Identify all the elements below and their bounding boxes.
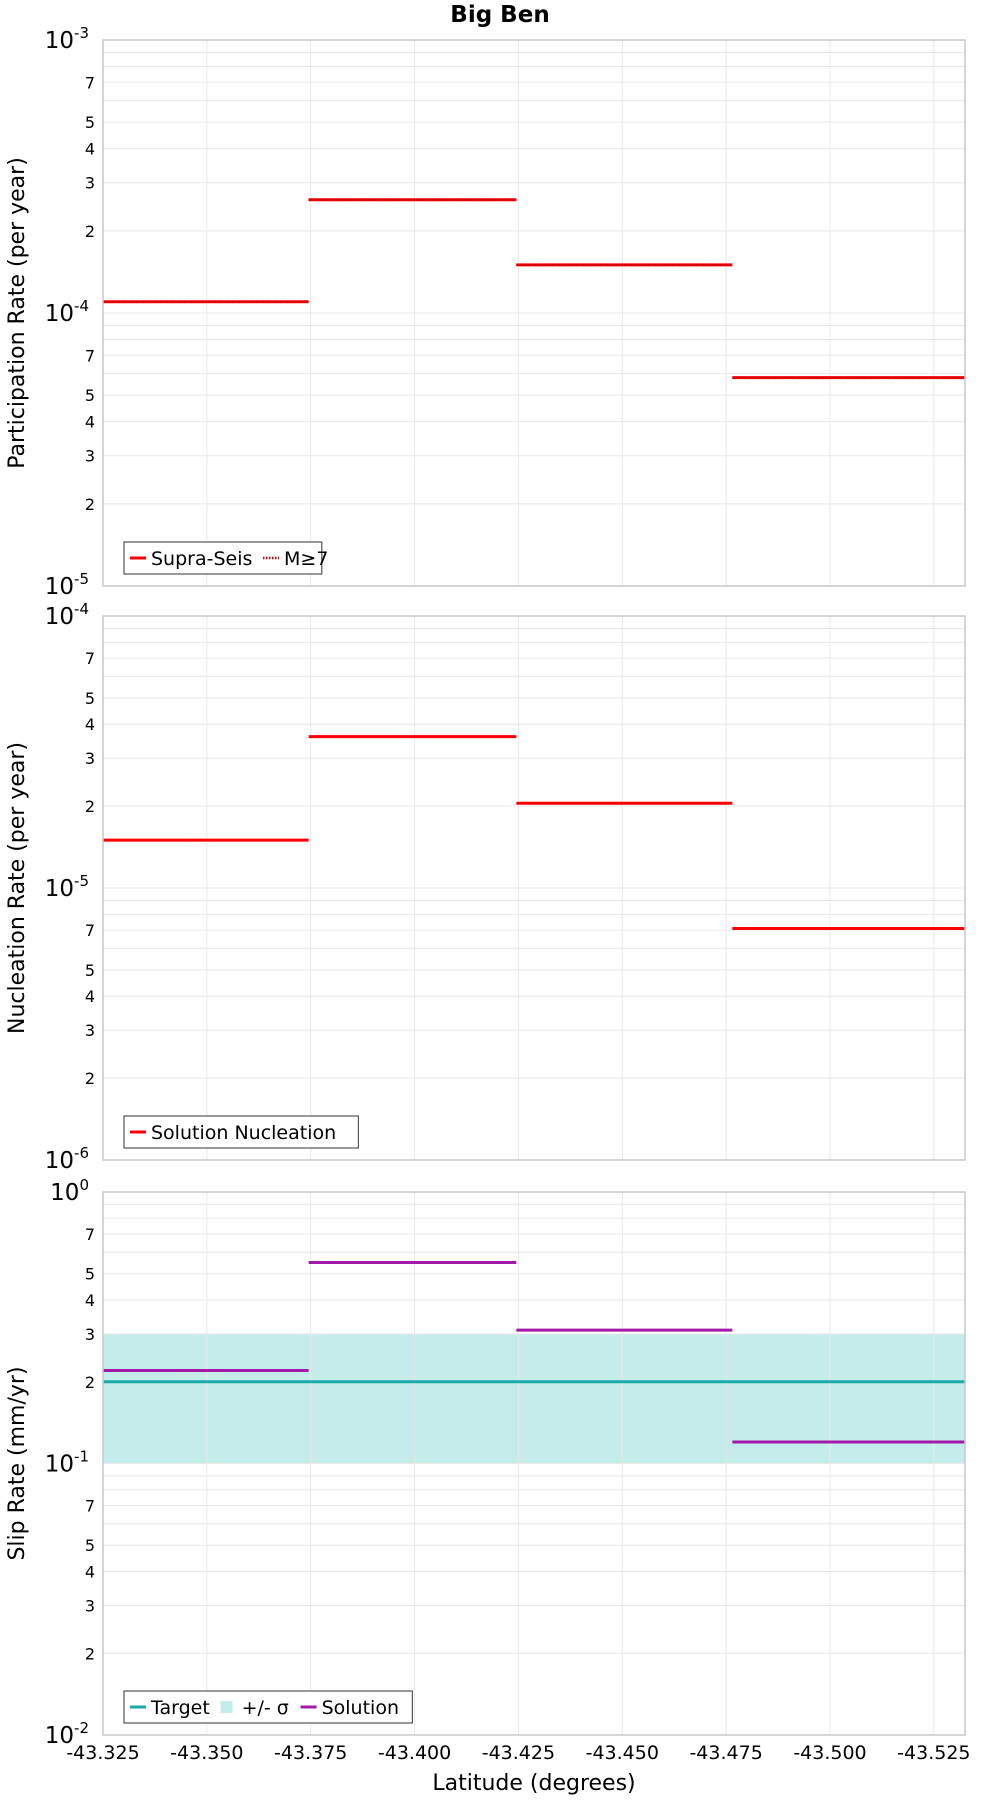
y-tick-label: 5	[85, 1536, 95, 1555]
legend-label: Target	[150, 1697, 210, 1719]
y-tick-label-decade: 10-1	[45, 1448, 89, 1478]
y-tick-label: 3	[85, 174, 95, 193]
y-tick-label-decade: 10-2	[45, 1719, 89, 1749]
x-tick-label: -43.375	[274, 1742, 347, 1764]
y-tick-label-decade: 10-5	[45, 872, 89, 902]
y-tick-label: 5	[85, 386, 95, 405]
y-tick-label: 7	[85, 649, 95, 668]
legend-label: Solution Nucleation	[151, 1122, 336, 1144]
y-tick-label-decade: 10-6	[45, 1144, 89, 1174]
y-tick-label: 2	[85, 1069, 95, 1088]
y-tick-label: 2	[85, 222, 95, 241]
legend-box	[123, 541, 323, 575]
y-tick-label-decade: 10-5	[45, 570, 89, 600]
legend: Target +/- σ Solution	[123, 1690, 413, 1724]
legend-box	[123, 1115, 359, 1149]
x-tick-label: -43.425	[482, 1742, 555, 1764]
legend-label: Solution	[322, 1697, 399, 1719]
y-tick-label: 7	[85, 1225, 95, 1244]
y-tick-label: 3	[85, 1325, 95, 1344]
plot-frame	[102, 1191, 966, 1736]
legend-label: Supra-Seis	[151, 548, 252, 570]
y-axis-label: Participation Rate (per year)	[5, 157, 30, 469]
x-tick-label: -43.500	[793, 1742, 866, 1764]
panel-2: 2 3 4 5 7 10-6 2 3 4 5 7 10-5 10-4 Nucleation Rate (p…	[5, 600, 966, 1174]
y-tick-label-decade: 100	[50, 1176, 89, 1206]
y-tick-label: 7	[85, 1497, 95, 1516]
plot-frame	[102, 39, 966, 587]
legend: Supra-Seis M≥7	[123, 541, 328, 575]
y-tick-label: 5	[85, 961, 95, 980]
y-tick-label: 4	[85, 413, 95, 432]
sigma-band	[103, 1333, 965, 1464]
y-tick-label-decade: 10-3	[45, 24, 89, 54]
legend: Solution Nucleation	[123, 1115, 359, 1149]
y-tick-label: 2	[85, 797, 95, 816]
x-tick-label: -43.475	[689, 1742, 762, 1764]
y-tick-label: 5	[85, 113, 95, 132]
panel-3: 2 3 4 5 7 10-2 2 3 4 5 7 10-1 100 Slip Rate (mm/yr) Ta…	[5, 1176, 966, 1749]
y-tick-label: 4	[85, 1563, 95, 1582]
legend-box	[123, 1690, 413, 1724]
y-tick-label: 5	[85, 1265, 95, 1284]
legend-swatch-band	[220, 1701, 233, 1713]
x-tick-label: -43.450	[586, 1742, 659, 1764]
x-axis-label: Latitude (degrees)	[432, 1771, 635, 1796]
y-tick-label: 7	[85, 73, 95, 92]
x-tick-label: -43.400	[378, 1742, 451, 1764]
legend-label: M≥7	[284, 548, 328, 570]
y-tick-label: 3	[85, 1021, 95, 1040]
y-tick-label: 4	[85, 140, 95, 159]
chart-title: Big Ben	[450, 2, 549, 28]
y-tick-label-decade: 10-4	[45, 297, 89, 327]
y-tick-label: 4	[85, 715, 95, 734]
legend-label: +/- σ	[242, 1697, 289, 1719]
y-tick-label: 2	[85, 1644, 95, 1663]
y-tick-label: 3	[85, 447, 95, 466]
x-tick-label: -43.325	[66, 1742, 139, 1764]
y-tick-label: 3	[85, 1596, 95, 1615]
y-tick-label: 7	[85, 346, 95, 365]
y-tick-label: 2	[85, 1373, 95, 1392]
y-tick-label: 3	[85, 749, 95, 768]
y-tick-label: 7	[85, 921, 95, 940]
y-axis-label: Nucleation Rate (per year)	[5, 742, 30, 1034]
x-tick-label: -43.525	[897, 1742, 970, 1764]
y-tick-label-decade: 10-4	[45, 600, 89, 630]
plot-frame	[102, 615, 966, 1161]
y-tick-label: 5	[85, 689, 95, 708]
y-tick-label: 2	[85, 495, 95, 514]
y-tick-label: 4	[85, 1291, 95, 1310]
x-tick-label: -43.350	[170, 1742, 243, 1764]
panel-1: 2 3 4 5 7 10-5 2 3 4 5 7 10-4 10-3 Participation Rate…	[5, 24, 966, 600]
y-tick-label: 4	[85, 987, 95, 1006]
y-axis-label: Slip Rate (mm/yr)	[5, 1366, 30, 1560]
